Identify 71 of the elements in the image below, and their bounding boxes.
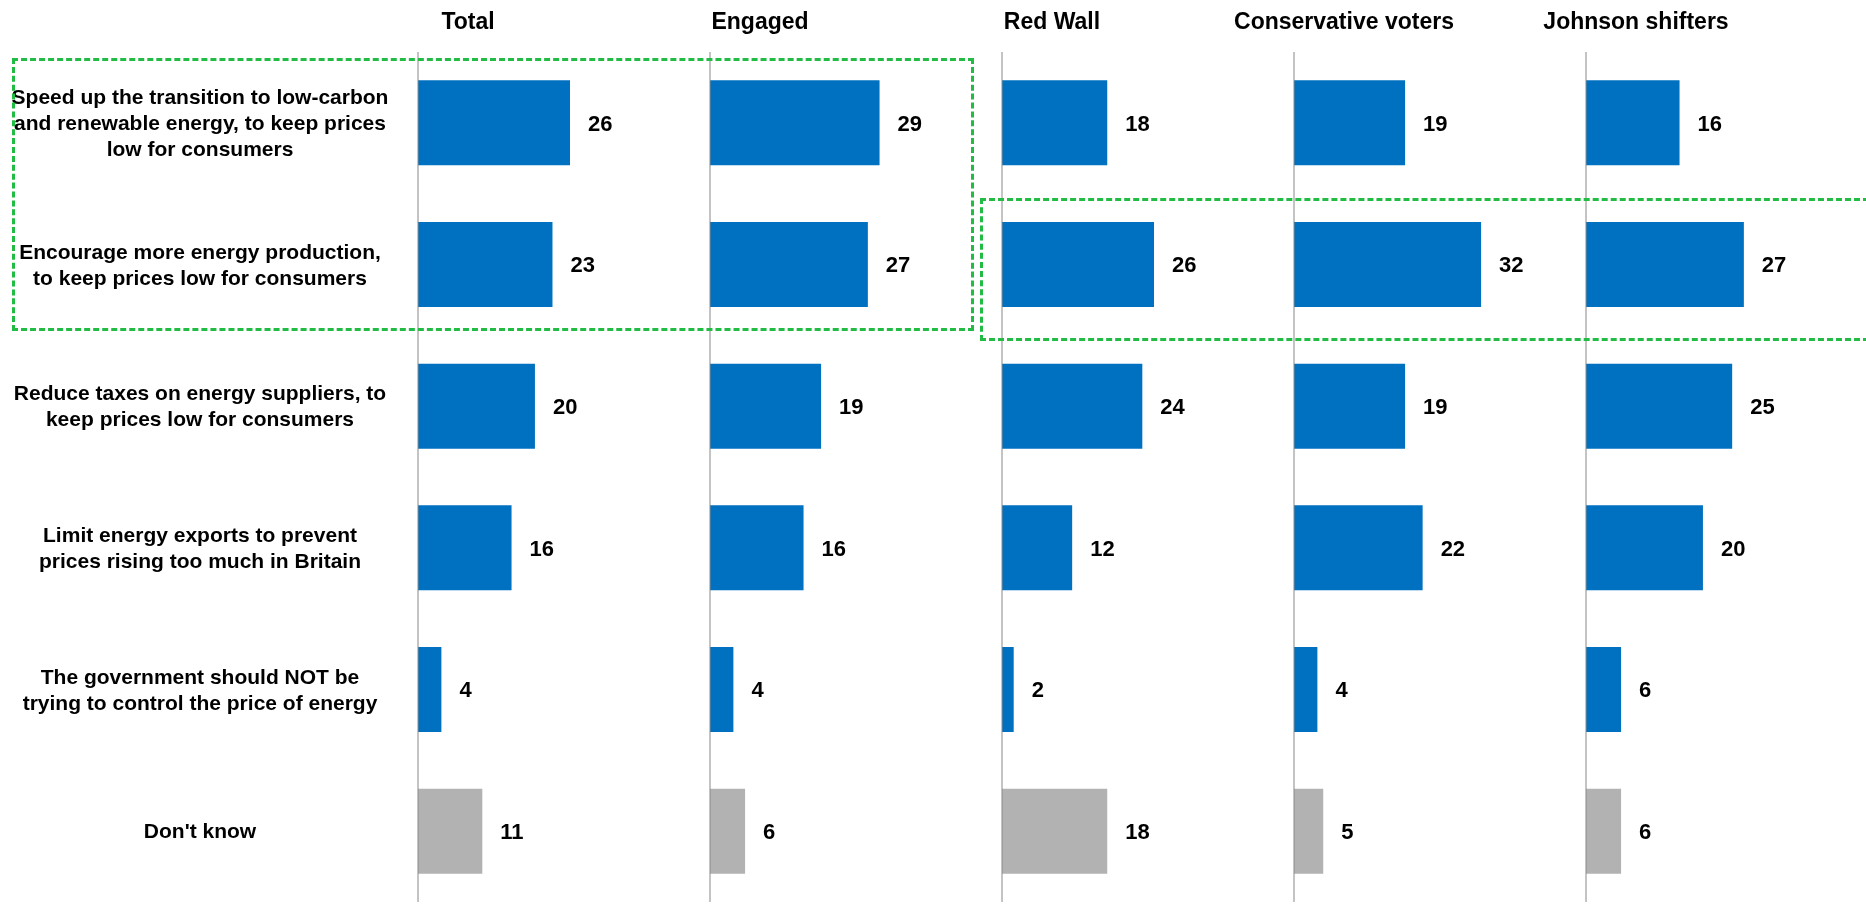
data-label: 16 bbox=[1697, 110, 1723, 136]
data-label: 27 bbox=[885, 252, 911, 278]
data-label: 11 bbox=[500, 818, 524, 844]
chart-title: Total bbox=[440, 8, 496, 36]
data-label: 16 bbox=[529, 535, 555, 561]
data-label: 4 bbox=[459, 677, 473, 703]
bar bbox=[1294, 222, 1482, 307]
data-label: 6 bbox=[763, 818, 776, 844]
y-tick-label: The government should NOT be trying to control the price of energy bbox=[21, 663, 379, 716]
bar bbox=[1002, 363, 1143, 449]
bar bbox=[1002, 647, 1014, 732]
bar bbox=[710, 222, 868, 307]
bar bbox=[1294, 647, 1318, 732]
bar bbox=[710, 647, 734, 732]
chart-title: Engaged bbox=[710, 8, 810, 36]
data-label: 18 bbox=[1125, 110, 1150, 136]
bar bbox=[418, 222, 553, 307]
data-label: 12 bbox=[1090, 535, 1115, 561]
data-label: 26 bbox=[1172, 252, 1197, 278]
data-label: 29 bbox=[897, 110, 923, 136]
data-label: 26 bbox=[588, 110, 613, 136]
bar bbox=[1294, 80, 1406, 166]
data-label: 25 bbox=[1750, 393, 1775, 419]
bar bbox=[418, 80, 571, 166]
data-label: 27 bbox=[1761, 252, 1787, 278]
data-label: 5 bbox=[1341, 818, 1354, 844]
data-label: 20 bbox=[1720, 535, 1746, 561]
bar bbox=[1586, 505, 1703, 591]
bar bbox=[1002, 80, 1108, 166]
bar bbox=[1002, 788, 1108, 874]
data-label: 32 bbox=[1499, 252, 1524, 278]
y-tick-label: Speed up the transition to low-carbon and renewable energy, to keep prices low for consumers bbox=[10, 83, 390, 162]
y-tick-label: Encourage more energy production, to keep prices low for consumers bbox=[18, 238, 382, 291]
bar bbox=[710, 505, 804, 591]
bar bbox=[1586, 788, 1622, 874]
data-label: 24 bbox=[1160, 393, 1186, 419]
chart-title: Red Wall bbox=[1002, 8, 1102, 36]
data-label: 19 bbox=[1423, 393, 1448, 419]
bar bbox=[710, 80, 880, 166]
data-label: 20 bbox=[552, 393, 578, 419]
bar bbox=[1002, 505, 1073, 591]
data-label: 22 bbox=[1440, 535, 1466, 561]
bar bbox=[1586, 363, 1733, 449]
y-tick-label: Don't know bbox=[143, 818, 257, 845]
bar bbox=[710, 788, 746, 874]
data-label: 19 bbox=[839, 393, 864, 419]
bar bbox=[710, 363, 822, 449]
data-label: 4 bbox=[1335, 677, 1349, 703]
data-label: 23 bbox=[570, 252, 595, 278]
bar bbox=[1294, 505, 1423, 591]
bar bbox=[1586, 647, 1622, 732]
data-label: 19 bbox=[1423, 110, 1448, 136]
bar bbox=[418, 363, 535, 449]
bar bbox=[418, 505, 512, 591]
data-label: 2 bbox=[1031, 677, 1044, 703]
y-tick-label: Reduce taxes on energy suppliers, to keep prices low for consumers bbox=[12, 380, 388, 433]
bar bbox=[1294, 363, 1406, 449]
data-label: 6 bbox=[1639, 677, 1652, 703]
data-label: 4 bbox=[751, 677, 765, 703]
bar bbox=[418, 788, 483, 874]
bar bbox=[1586, 80, 1680, 166]
data-label: 18 bbox=[1125, 818, 1150, 844]
bar bbox=[418, 647, 442, 732]
chart-title: Johnson shifters bbox=[1542, 8, 1730, 36]
y-tick-label: Limit energy exports to prevent prices rising too much in Britain bbox=[37, 521, 362, 574]
bar bbox=[1294, 788, 1324, 874]
chart-title: Conservative voters bbox=[1234, 8, 1454, 36]
bar bbox=[1002, 222, 1155, 307]
data-label: 6 bbox=[1639, 818, 1652, 844]
bar bbox=[1586, 222, 1744, 307]
data-label: 16 bbox=[821, 535, 847, 561]
